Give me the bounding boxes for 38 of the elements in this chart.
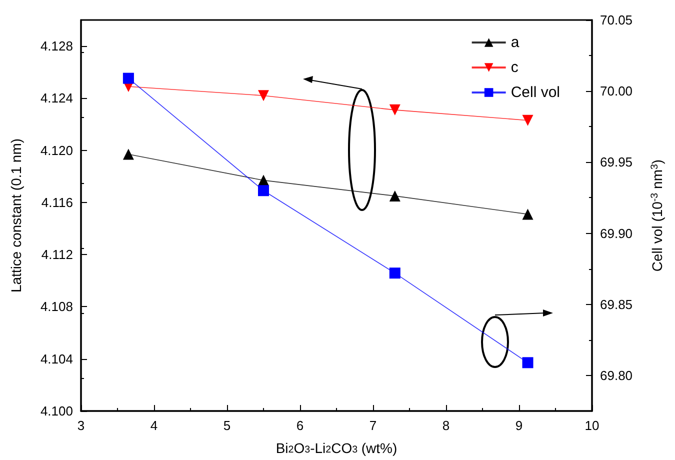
x-tick-label: 8 (442, 418, 450, 433)
x-tick-label: 3 (77, 418, 85, 433)
point (522, 208, 534, 220)
point (389, 104, 400, 116)
y-tick-label: 4.112 (41, 247, 73, 262)
point (389, 268, 400, 279)
y-tick-label: 4.116 (41, 194, 73, 210)
x-tick-label: 7 (369, 418, 377, 433)
y-tick-label: 4.108 (40, 299, 73, 314)
y-tick-label: 4.128 (40, 38, 73, 54)
legend-label: c (510, 59, 519, 76)
x-tick-label: 6 (296, 418, 304, 433)
legend-label: a (510, 34, 520, 51)
y-tick-label: 4.124 (40, 90, 73, 106)
legend-label: Cell vol (510, 84, 560, 101)
point (258, 185, 269, 196)
point (522, 357, 534, 368)
y2-tick-label: 69.90 (600, 226, 633, 241)
point (389, 190, 400, 202)
y-tick-label: 4.120 (40, 142, 73, 158)
point (258, 90, 269, 102)
text: Bi2O3-Li2CO3 (wt%) (276, 440, 398, 456)
x-tick-label: 9 (515, 418, 523, 433)
y-axis-title: Lattice constant (0.1 nm) (8, 138, 24, 293)
x-tick-label: 10 (584, 418, 600, 433)
y2-tick-label: 69.85 (600, 296, 633, 312)
x-tick-label: 5 (223, 418, 231, 433)
y2-axis-title: Cell vol (10-3 nm3) (649, 159, 665, 272)
x-tick-label: 4 (150, 418, 158, 433)
point (122, 72, 134, 84)
y2-tick-label: 70.05 (600, 12, 633, 28)
y2-tick-label: 69.95 (600, 154, 633, 170)
y2-tick-label: 70.00 (600, 84, 633, 99)
y-tick-label: 4.104 (40, 351, 73, 366)
y2-tick-label: 69.80 (600, 368, 633, 383)
y-tick-label: 4.100 (40, 404, 73, 418)
point (122, 148, 134, 160)
point (522, 114, 534, 126)
